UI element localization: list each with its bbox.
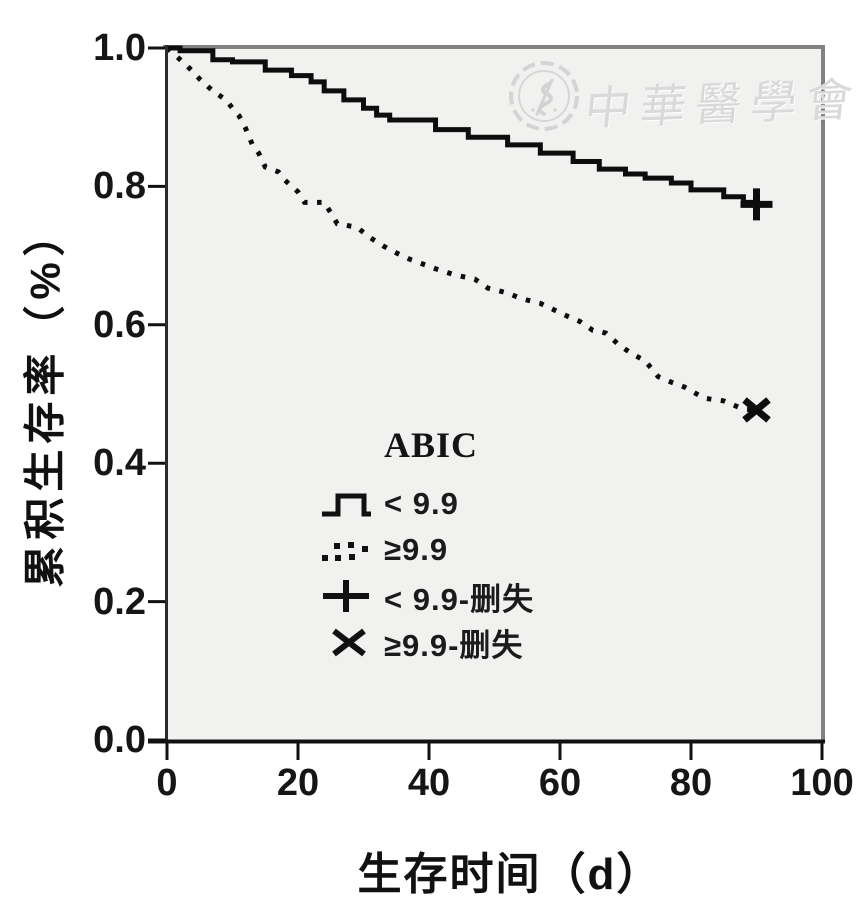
x-tick-label: 20	[276, 762, 320, 804]
y-tick-label: 0.0	[93, 719, 146, 761]
x-axis-title: 生存时间（d）	[357, 850, 663, 899]
legend-title: ABIC	[383, 425, 479, 465]
x-tick-label: 40	[407, 762, 451, 804]
censor-marker-cross-icon	[742, 397, 771, 423]
plot-area	[165, 45, 825, 742]
legend-label: < 9.9-删失	[384, 581, 535, 617]
legend-marker-step-line-icon	[322, 493, 371, 517]
y-tick-label: 1.0	[93, 27, 146, 69]
x-tick-label: 0	[156, 762, 178, 804]
x-tick-label: 100	[790, 762, 854, 804]
y-tick-label: 0.6	[93, 303, 146, 346]
y-tick-label: 0.2	[93, 580, 146, 623]
legend-items: < 9.9 ≥9.9 < 9.9-删失 ≥9.9-删失	[320, 484, 580, 663]
legend-marker-plus-icon	[323, 580, 369, 612]
legend-label: ≥9.9-删失	[384, 627, 524, 663]
y-axis-title: 累积生存率（%）	[21, 208, 69, 588]
x-tick-label: 80	[669, 762, 713, 804]
y-tick-label: 0.4	[93, 442, 146, 485]
legend-item: < 9.9-删失	[320, 576, 580, 617]
legend-item: < 9.9	[320, 484, 580, 524]
legend-item: ≥9.9	[320, 530, 580, 570]
legend-marker-cross-icon	[332, 628, 366, 657]
y-tick-label: 0.8	[93, 165, 146, 208]
legend-label: ≥9.9	[384, 532, 449, 567]
survival-curve-lt-9-9	[167, 45, 759, 205]
legend-item: ≥9.9-删失	[320, 622, 580, 663]
legend-marker-dotted-line-icon	[322, 542, 368, 561]
legend-label: < 9.9	[384, 486, 459, 521]
censor-marker-plus-icon	[740, 188, 773, 221]
survival-curve-ge-9-9	[165, 46, 757, 413]
x-tick-label: 60	[538, 762, 582, 804]
legend: ABIC < 9.9 ≥9.9 < 9.9-删失 ≥9.9-删失	[320, 424, 580, 668]
